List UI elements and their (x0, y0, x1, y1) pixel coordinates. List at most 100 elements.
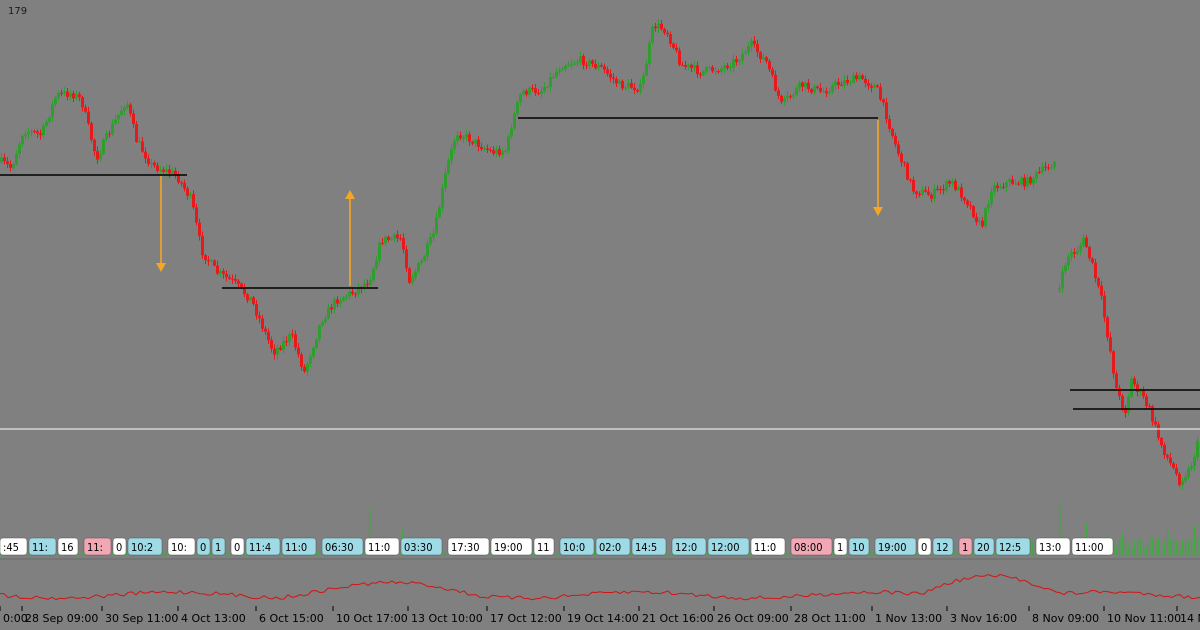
candle-body-315 (945, 181, 948, 191)
candle-body-328 (984, 208, 987, 227)
candle-body-141 (423, 256, 426, 261)
candle-body-78 (234, 278, 237, 281)
candle-body-326 (978, 220, 981, 222)
volume-bar (1032, 541, 1034, 556)
candle-body-174 (522, 90, 525, 95)
candle-body-37 (111, 123, 114, 135)
candle-body-261 (783, 97, 786, 102)
candle-body-100 (300, 354, 303, 367)
candle-body-235 (705, 67, 708, 72)
candle-body-117 (351, 291, 354, 294)
candle-body-72 (216, 265, 219, 274)
volume-bar (705, 553, 707, 556)
down-arrow-1-head (156, 263, 166, 272)
session-tag-label-23: 12:00 (711, 541, 740, 554)
volume-bar (81, 550, 83, 556)
candle-body-244 (732, 59, 735, 68)
candle-body-85 (255, 303, 258, 316)
volume-bar (1134, 540, 1136, 556)
candle-body-11 (33, 131, 36, 133)
volume-bar (1161, 548, 1163, 556)
candle-body-75 (225, 273, 228, 278)
candle-body-31 (93, 139, 96, 152)
volume-bar (1194, 526, 1196, 556)
session-tag-label-8: 0 (200, 541, 206, 554)
session-tag-label-5: 0 (116, 541, 122, 554)
session-tag-20 (595, 537, 631, 556)
candle-body-118 (354, 293, 357, 295)
volume-bar (1128, 545, 1130, 556)
candle-body-123 (369, 280, 372, 285)
volume-bar (1167, 530, 1169, 556)
candle-body-136 (408, 268, 411, 283)
candle-body-304 (912, 180, 915, 192)
candle-body-52 (156, 165, 159, 171)
session-tags-row: :45 11: 16 11: 0 10:2 10: 0 1 0 11:4 11:0 06:30 11:0 0… (0, 537, 1114, 556)
candle-body-310 (930, 194, 933, 199)
candle-body-48 (144, 151, 147, 159)
candle-body-349 (1047, 167, 1050, 169)
candle-body-6 (18, 144, 21, 155)
candle-body-266 (798, 82, 801, 89)
candle-body-385 (1157, 424, 1160, 438)
volume-bar (666, 553, 668, 556)
candle-body-162 (486, 148, 489, 150)
volume-bar (168, 553, 170, 556)
x-tick-label-7: 13 Oct 10:00 (411, 612, 483, 625)
candle-body-110 (330, 307, 333, 310)
x-tick-label-13: 1 Nov 13:00 (875, 612, 942, 625)
candle-body-268 (804, 82, 807, 87)
candle-body-345 (1035, 171, 1038, 179)
candle-body-84 (252, 297, 255, 304)
candle-body-366 (1100, 285, 1103, 296)
candle-body-66 (198, 222, 201, 237)
candle-body-371 (1115, 373, 1118, 388)
volume-bar (1149, 538, 1151, 556)
volume-bar (195, 552, 197, 556)
candle-body-392 (1178, 473, 1181, 485)
candle-body-199 (597, 65, 600, 69)
candle-body-297 (891, 128, 894, 136)
candle-body-166 (498, 149, 501, 155)
session-tag-16 (447, 537, 490, 556)
session-tag-35 (1071, 537, 1114, 556)
session-tag-label-26: 1 (837, 541, 843, 554)
volume-bar (993, 552, 995, 556)
session-tag-label-17: 19:00 (494, 541, 523, 554)
candle-body-364 (1094, 262, 1097, 279)
candle-body-80 (240, 283, 243, 288)
candle-body-333 (999, 186, 1002, 189)
volume-bar (786, 552, 788, 556)
candle-body-146 (438, 207, 441, 218)
session-tag-label-22: 12:0 (675, 541, 697, 554)
volume-bar (399, 551, 401, 556)
candle-body-122 (366, 283, 369, 285)
volume-bar (1170, 538, 1172, 556)
x-tick-label-12: 28 Oct 11:00 (794, 612, 866, 625)
candle-body-32 (96, 151, 99, 160)
candle-body-15 (45, 121, 48, 126)
session-tag-26 (833, 537, 848, 556)
candle-body-195 (585, 65, 588, 67)
candle-body-258 (774, 74, 777, 91)
candle-body-132 (396, 234, 399, 239)
candle-body-251 (753, 40, 756, 45)
candle-body-220 (660, 23, 663, 30)
candle-body-359 (1079, 245, 1082, 251)
candle-body-218 (654, 26, 657, 29)
candle-body-395 (1187, 468, 1190, 478)
candle-body-271 (813, 86, 816, 93)
session-tag-22 (671, 537, 707, 556)
candle-body-116 (348, 291, 351, 297)
candle-body-321 (963, 197, 966, 201)
candle-body-374 (1124, 408, 1127, 414)
candle-body-313 (939, 188, 942, 190)
volume-bar (1164, 540, 1166, 556)
candle-body-396 (1190, 466, 1193, 469)
candle-body-163 (489, 149, 492, 151)
candle-body-362 (1088, 246, 1091, 259)
candle-body-157 (471, 141, 474, 144)
